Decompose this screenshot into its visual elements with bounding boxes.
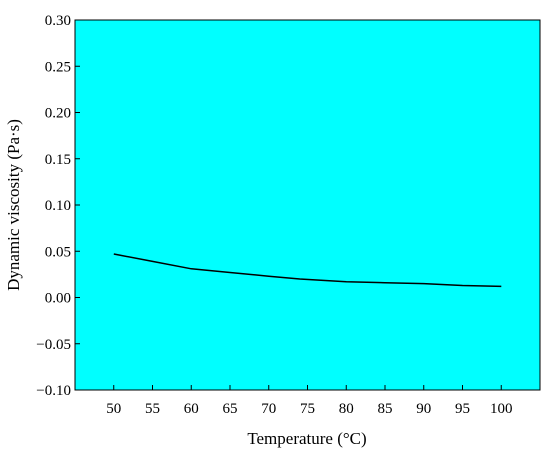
y-tick-label: 0.15 xyxy=(45,152,71,168)
y-tick-label: 0.10 xyxy=(45,198,71,214)
x-tick-label: 60 xyxy=(184,401,199,417)
x-tick-label: 100 xyxy=(490,401,513,417)
viscosity-line xyxy=(113,253,502,288)
series-layer xyxy=(113,253,502,288)
x-axis-ticks: 50 55 60 65 70 75 80 85 90 95 100 xyxy=(106,385,513,417)
y-tick-label: −0.10 xyxy=(36,383,71,399)
y-tick-label: 0.20 xyxy=(45,106,71,122)
x-tick-label: 80 xyxy=(339,401,354,417)
x-tick-label: 70 xyxy=(261,401,276,417)
y-tick-label: 0.25 xyxy=(45,59,71,75)
y-tick-label: 0.30 xyxy=(45,13,71,29)
y-tick-label: −0.05 xyxy=(36,337,71,353)
x-axis-label: Temperature (°C) xyxy=(247,429,366,448)
x-tick-label: 50 xyxy=(106,401,121,417)
y-tick-label: 0.05 xyxy=(45,244,71,260)
x-tick-label: 65 xyxy=(223,401,238,417)
y-axis-ticks: −0.10 −0.05 0.00 0.05 0.10 0.15 0.20 0.25 0.30 xyxy=(36,13,80,399)
x-tick-label: 55 xyxy=(145,401,160,417)
x-tick-label: 85 xyxy=(378,401,393,417)
x-tick-label: 95 xyxy=(455,401,470,417)
plot-area xyxy=(74,19,541,391)
y-tick-label: 0.00 xyxy=(45,291,71,307)
x-tick-label: 90 xyxy=(416,401,431,417)
x-tick-label: 75 xyxy=(300,401,315,417)
y-axis-label: Dynamic viscosity (Pa·s) xyxy=(4,119,23,291)
